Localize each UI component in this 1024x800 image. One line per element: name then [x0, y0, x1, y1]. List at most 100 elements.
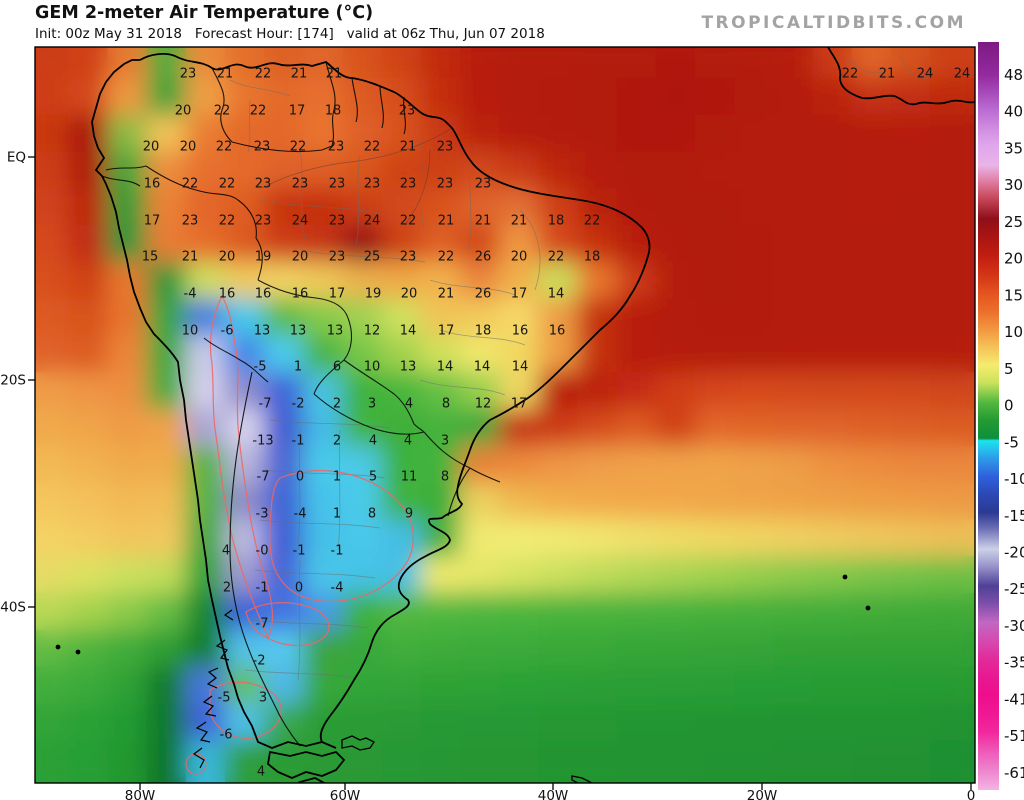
temp-value-label: 14: [512, 360, 529, 375]
temp-value-label: 13: [400, 360, 417, 375]
latitude-axis: EQ 20S 40S: [0, 150, 35, 616]
temp-value-label: 2: [223, 581, 231, 596]
temp-value-label: -4: [294, 507, 307, 522]
temp-value-label: 3: [259, 691, 267, 706]
temp-value-label: 23: [437, 140, 454, 155]
temp-value-label: 3: [441, 434, 449, 449]
temp-value-label: -0: [256, 544, 269, 559]
temp-value-label: 23: [255, 177, 272, 192]
temp-value-label: 23: [329, 214, 346, 229]
colorbar-tick-label: 30: [1004, 176, 1023, 194]
temp-value-label: 13: [290, 324, 307, 339]
temp-value-label: -7: [256, 617, 269, 632]
lat-tick-label: EQ: [7, 150, 26, 166]
colorbar-tick-label: 5: [1004, 360, 1014, 378]
temp-value-label: 12: [475, 397, 492, 412]
lon-tick-label: 20W: [747, 788, 778, 800]
temp-value-label: 22: [219, 177, 236, 192]
temp-value-label: -6: [220, 728, 233, 743]
temp-value-label: 17: [511, 397, 528, 412]
temp-value-label: 16: [219, 287, 236, 302]
colorbar-tick-label: -30: [1004, 617, 1024, 635]
temp-value-label: -13: [252, 434, 273, 449]
temp-value-label: 22: [214, 104, 231, 119]
temp-value-label: 1: [333, 470, 341, 485]
lon-tick-label: 0: [967, 788, 976, 800]
temp-value-label: 2: [333, 434, 341, 449]
longitude-axis: 80W 60W 40W 20W 0: [125, 783, 976, 800]
temp-value-label: 23: [475, 177, 492, 192]
temp-value-label: 16: [144, 177, 161, 192]
temp-value-label: -7: [257, 470, 270, 485]
map-border: [34, 46, 976, 784]
temp-value-label: 4: [257, 765, 265, 780]
temp-value-label: -5: [218, 691, 231, 706]
temp-value-label: 22: [842, 67, 859, 82]
temp-value-label: 13: [254, 324, 271, 339]
temp-value-label: 20: [143, 140, 160, 155]
temp-value-label: 21: [438, 287, 455, 302]
temp-value-label: 19: [365, 287, 382, 302]
temp-value-label: 22: [182, 177, 199, 192]
lon-tick-label: 40W: [538, 788, 569, 800]
colorbar-tick-label: -10: [1004, 470, 1024, 488]
temp-value-label: 23: [329, 177, 346, 192]
colorbar-tick-label: 0: [1004, 397, 1014, 415]
temp-value-label: 20: [511, 250, 528, 265]
temp-value-label: 22: [438, 250, 455, 265]
temp-value-label: 3: [368, 397, 376, 412]
temp-value-label: 2: [333, 397, 341, 412]
temp-value-label: -6: [221, 324, 234, 339]
temp-value-label: 11: [401, 470, 418, 485]
temp-value-label: 22: [250, 104, 267, 119]
temp-value-label: 10: [364, 360, 381, 375]
temp-value-label: -4: [184, 287, 197, 302]
temp-value-label: 0: [295, 581, 303, 596]
colorbar-tick-labels: 48 40 35 30 25 20 15 10 5 0 -5 -10 -15 -20 -25 -30 -35 -4…: [1004, 66, 1024, 782]
temp-value-label: 17: [329, 287, 346, 302]
temperature-field-smoothed: [35, 47, 975, 783]
temp-value-label: 18: [325, 104, 342, 119]
temp-value-label: 4: [404, 434, 412, 449]
colorbar-tick-label: 35: [1004, 139, 1023, 157]
temp-value-label: 14: [437, 360, 454, 375]
temp-value-label: 8: [441, 470, 449, 485]
temp-value-label: 23: [364, 177, 381, 192]
river-lines: [261, 127, 453, 226]
temp-value-label: 6: [333, 360, 341, 375]
temp-value-label: 17: [289, 104, 306, 119]
temp-value-label: 23: [329, 250, 346, 265]
temp-value-label: -5: [254, 360, 267, 375]
temp-value-label: 20: [219, 250, 236, 265]
temp-value-label: 23: [328, 140, 345, 155]
colorbar-tick-label: -41: [1004, 690, 1024, 708]
temp-value-label: 1: [333, 507, 341, 522]
temp-value-label: 8: [442, 397, 450, 412]
temp-value-label: 16: [549, 324, 566, 339]
temp-value-label: 21: [475, 214, 492, 229]
colorbar-tick-label: -61: [1004, 764, 1024, 782]
temp-value-label: 22: [290, 140, 307, 155]
colorbar-tick-label: -35: [1004, 654, 1024, 672]
temp-value-label: 4: [405, 397, 413, 412]
temp-value-label: -3: [256, 507, 269, 522]
temp-value-label: 21: [182, 250, 199, 265]
temp-value-label: 26: [475, 250, 492, 265]
temp-value-label: 23: [182, 214, 199, 229]
temp-value-label: 22: [216, 140, 233, 155]
temp-value-label: 22: [548, 250, 565, 265]
temp-value-label: 23: [437, 177, 454, 192]
colorbar: 48 40 35 30 25 20 15 10 5 0 -5 -10 -15 -20 -25 -30 -35 -4…: [978, 42, 1024, 790]
temp-value-label: 20: [175, 104, 192, 119]
colorbar-tick-label: -5: [1004, 433, 1019, 451]
colorbar-tick-label: 20: [1004, 250, 1023, 268]
temp-value-label: -1: [293, 544, 306, 559]
temp-value-label: 24: [364, 214, 381, 229]
lat-tick-label: 40S: [0, 600, 26, 616]
temp-value-label: 24: [917, 67, 934, 82]
lon-tick-label: 80W: [125, 788, 156, 800]
watermark-logo: TROPICALTIDBITS.COM: [701, 13, 966, 33]
colorbar-tick-label: 48: [1004, 66, 1023, 84]
